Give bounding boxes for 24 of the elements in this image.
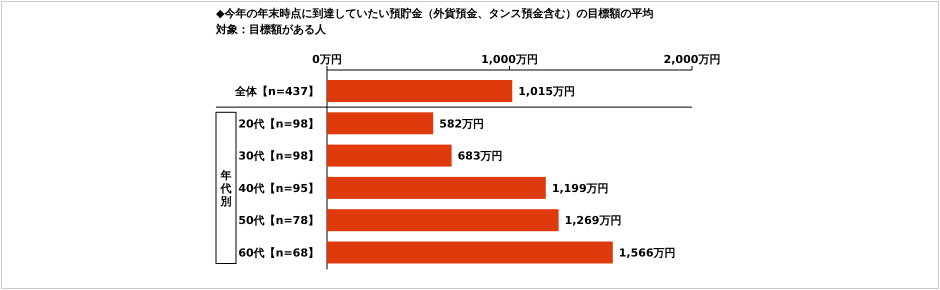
bar (327, 112, 434, 134)
data-label: 683万円 (458, 150, 503, 163)
bar (327, 176, 546, 199)
y-tick-label: 40代【n=95】 (238, 182, 319, 195)
y-tick-label: 全体【n=437】 (234, 85, 319, 98)
y-tick-label: 20代【n=98】 (238, 117, 319, 130)
chart-title: ◆今年の年末時点に到達していたい預貯金（外貨預金、タンス預金含む）の目標額の平均 (216, 7, 654, 20)
data-label: 1,015万円 (518, 85, 576, 98)
y-tick-label: 50代【n=78】 (238, 214, 319, 228)
y-tick-label: 60代【n=68】 (238, 246, 319, 260)
bar (327, 144, 452, 167)
x-tick-label: 2,000万円 (664, 53, 720, 66)
x-tick-label: 1,000万円 (481, 53, 538, 66)
y-tick-label: 30代【n=98】 (238, 150, 319, 163)
data-label: 582万円 (439, 117, 484, 130)
data-label: 1,269万円 (564, 214, 622, 228)
chart-subtitle: 対象：目標額がある人 (215, 23, 327, 36)
bar (327, 209, 559, 232)
bar (327, 242, 613, 264)
bar (327, 80, 512, 102)
text: 年代別 (220, 168, 232, 208)
data-label: 1,199万円 (552, 182, 609, 195)
data-label: 1,566万円 (618, 246, 676, 260)
x-tick-label: 0万円 (312, 53, 342, 66)
